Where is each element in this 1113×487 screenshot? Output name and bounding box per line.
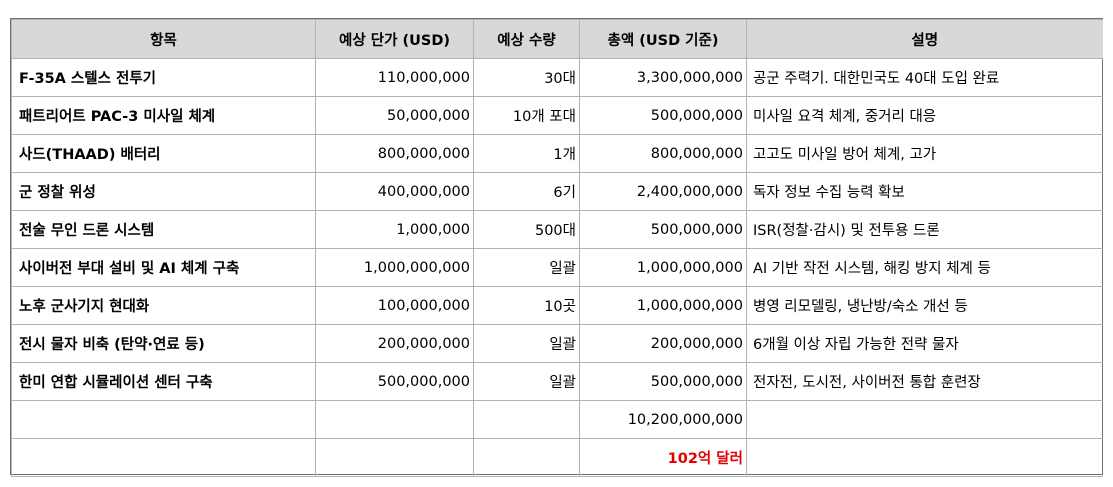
table-row: 전시 물자 비축 (탄약·연료 등) 200,000,000 일괄 200,00… [11, 324, 1103, 363]
cell-description[interactable]: 공군 주력기. 대한민국도 40대 도입 완료 [746, 58, 1103, 97]
cell-unit-price[interactable]: 1,000,000,000 [315, 248, 474, 287]
cell-description[interactable]: 전자전, 도시전, 사이버전 통합 훈련장 [746, 362, 1103, 401]
cell-total[interactable]: 500,000,000 [579, 362, 747, 401]
cell-unit-price[interactable]: 200,000,000 [315, 324, 474, 363]
budget-table: 항목 예상 단가 (USD) 예상 수량 총액 (USD 기준) 설명 F-35… [11, 19, 1103, 477]
cell-item[interactable]: 군 정찰 위성 [11, 172, 316, 211]
cell-quantity[interactable]: 10곳 [473, 286, 580, 325]
cell-quantity[interactable]: 10개 포대 [473, 96, 580, 135]
cell-unit-price[interactable]: 500,000,000 [315, 362, 474, 401]
table-row: 노후 군사기지 현대화 100,000,000 10곳 1,000,000,00… [11, 286, 1103, 325]
cell-total[interactable]: 800,000,000 [579, 134, 747, 173]
table-row: 군 정찰 위성 400,000,000 6기 2,400,000,000 독자 … [11, 172, 1103, 211]
cell-description[interactable]: ISR(정찰·감시) 및 전투용 드론 [746, 210, 1103, 249]
empty-cell[interactable] [746, 400, 1103, 439]
cell-description[interactable]: 고고도 미사일 방어 체계, 고가 [746, 134, 1103, 173]
cell-unit-price[interactable]: 800,000,000 [315, 134, 474, 173]
cell-unit-price[interactable]: 1,000,000 [315, 210, 474, 249]
cell-unit-price[interactable]: 110,000,000 [315, 58, 474, 97]
cell-description[interactable]: AI 기반 작전 시스템, 해킹 방지 체계 등 [746, 248, 1103, 287]
cell-total[interactable]: 3,300,000,000 [579, 58, 747, 97]
header-cell-item[interactable]: 항목 [11, 19, 316, 59]
cell-quantity[interactable]: 일괄 [473, 324, 580, 363]
cell-total[interactable]: 1,000,000,000 [579, 286, 747, 325]
empty-cell[interactable] [473, 438, 580, 477]
cell-quantity[interactable]: 30대 [473, 58, 580, 97]
empty-cell[interactable] [473, 400, 580, 439]
cell-item[interactable]: 사드(THAAD) 배터리 [11, 134, 316, 173]
cell-item[interactable]: 전술 무인 드론 시스템 [11, 210, 316, 249]
table-row: 한미 연합 시뮬레이션 센터 구축 500,000,000 일괄 500,000… [11, 362, 1103, 401]
empty-cell[interactable] [315, 400, 474, 439]
header-cell-total[interactable]: 총액 (USD 기준) [579, 19, 747, 59]
cell-description[interactable]: 6개월 이상 자립 가능한 전략 물자 [746, 324, 1103, 363]
cell-item[interactable]: 패트리어트 PAC-3 미사일 체계 [11, 96, 316, 135]
empty-cell[interactable] [11, 400, 316, 439]
cell-quantity[interactable]: 일괄 [473, 362, 580, 401]
cell-total[interactable]: 2,400,000,000 [579, 172, 747, 211]
cell-sum-label[interactable]: 102억 달러 [579, 438, 747, 477]
cell-total[interactable]: 500,000,000 [579, 96, 747, 135]
cell-description[interactable]: 독자 정보 수집 능력 확보 [746, 172, 1103, 211]
header-cell-unit-price[interactable]: 예상 단가 (USD) [315, 19, 474, 59]
table-row: 사이버전 부대 설비 및 AI 체계 구축 1,000,000,000 일괄 1… [11, 248, 1103, 287]
cell-description[interactable]: 미사일 요격 체계, 중거리 대응 [746, 96, 1103, 135]
empty-cell[interactable] [746, 438, 1103, 477]
header-cell-description[interactable]: 설명 [746, 19, 1103, 59]
cell-unit-price[interactable]: 50,000,000 [315, 96, 474, 135]
header-row: 항목 예상 단가 (USD) 예상 수량 총액 (USD 기준) 설명 [11, 19, 1103, 59]
cell-unit-price[interactable]: 400,000,000 [315, 172, 474, 211]
cell-quantity[interactable]: 6기 [473, 172, 580, 211]
empty-cell[interactable] [11, 438, 316, 477]
table-row: 사드(THAAD) 배터리 800,000,000 1개 800,000,000… [11, 134, 1103, 173]
cell-item[interactable]: 전시 물자 비축 (탄약·연료 등) [11, 324, 316, 363]
cell-quantity[interactable]: 500대 [473, 210, 580, 249]
cell-item[interactable]: 노후 군사기지 현대화 [11, 286, 316, 325]
cell-unit-price[interactable]: 100,000,000 [315, 286, 474, 325]
cell-description[interactable]: 병영 리모델링, 냉난방/숙소 개선 등 [746, 286, 1103, 325]
cell-item[interactable]: F-35A 스텔스 전투기 [11, 58, 316, 97]
table-row: 전술 무인 드론 시스템 1,000,000 500대 500,000,000 … [11, 210, 1103, 249]
sum-label-row: 102억 달러 [11, 438, 1103, 477]
spreadsheet-table: 항목 예상 단가 (USD) 예상 수량 총액 (USD 기준) 설명 F-35… [10, 18, 1103, 477]
empty-cell[interactable] [315, 438, 474, 477]
cell-total[interactable]: 1,000,000,000 [579, 248, 747, 287]
cell-item[interactable]: 한미 연합 시뮬레이션 센터 구축 [11, 362, 316, 401]
cell-quantity[interactable]: 일괄 [473, 248, 580, 287]
cell-quantity[interactable]: 1개 [473, 134, 580, 173]
cell-total[interactable]: 200,000,000 [579, 324, 747, 363]
cell-item[interactable]: 사이버전 부대 설비 및 AI 체계 구축 [11, 248, 316, 287]
header-cell-quantity[interactable]: 예상 수량 [473, 19, 580, 59]
table-row: F-35A 스텔스 전투기 110,000,000 30대 3,300,000,… [11, 58, 1103, 97]
sum-row: 10,200,000,000 [11, 400, 1103, 439]
cell-total[interactable]: 500,000,000 [579, 210, 747, 249]
cell-sum-total[interactable]: 10,200,000,000 [579, 400, 747, 439]
table-row: 패트리어트 PAC-3 미사일 체계 50,000,000 10개 포대 500… [11, 96, 1103, 135]
